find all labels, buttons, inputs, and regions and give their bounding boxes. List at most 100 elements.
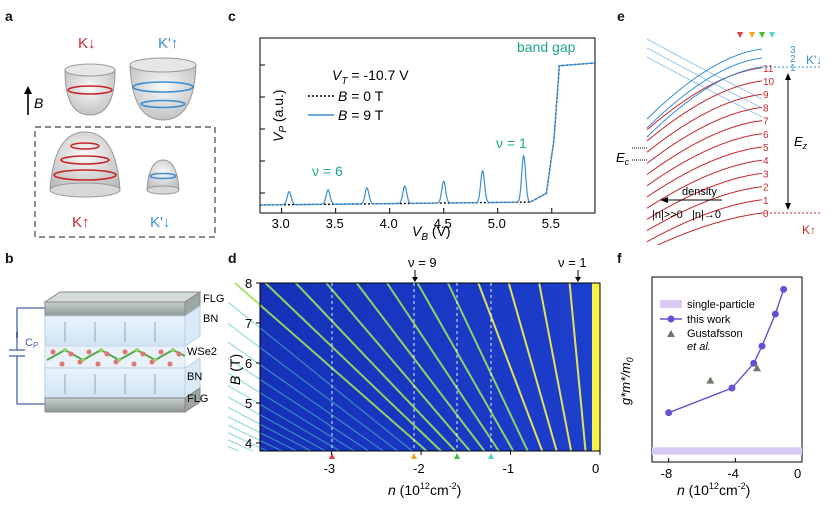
panel-c-plot-area [260,62,595,206]
red-level-label: 1 [763,196,769,207]
gustafsson-point [706,376,715,384]
cap-label: CP [25,337,38,350]
blue-level-line [646,56,763,118]
e-kp-down-label: K'↓ [806,53,822,67]
gustafsson-point [753,364,761,372]
panel-c-axes-frame [259,37,596,214]
c-xtick-label: 4.5 [434,216,452,231]
k-up-dome [49,131,121,198]
red-level-line [646,133,763,187]
e-triangles [737,32,775,38]
fan-line [477,282,544,452]
this-work-point [665,409,673,417]
panel-b-device-schematic: CP FLG BN WSe2 BN FLG [9,291,224,413]
red-level-line [646,159,763,209]
nu6-label: ν = 6 [312,163,343,179]
d-ytick-label: 5 [245,396,252,411]
gap-edge [592,283,600,451]
single-particle-band [652,447,802,455]
fan-line [325,282,471,452]
blue-level-line [646,57,763,129]
svg-text:B = 0 T: B = 0 T [338,88,384,104]
panel-d-xlabel: n (1012cm-2) [388,481,461,498]
fan-line [228,372,355,452]
this-work-point [728,384,736,392]
svg-text:Gustafsson: Gustafsson [687,328,743,340]
red-level-label: 0 [763,209,769,220]
this-work-point [780,285,788,293]
d-ytick-label: 6 [245,356,252,371]
panel-d-chart: ν = 9 ν = 1 4 5 6 7 8 -3 -2 -1 0 B (T) n (1012c… [228,255,601,498]
red-level-label: 6 [763,130,769,141]
red-level-label: 4 [763,156,769,167]
panel-b-label: b [5,250,14,266]
panel-d-xticks: -3 -2 -1 0 [324,451,601,476]
this-work-line [668,289,785,414]
blue-level-label: 2 [790,54,796,65]
fan-line [264,282,442,452]
panel-d-yticks: 4 5 6 7 8 [245,276,260,451]
blue-level-line [646,47,763,109]
kp-down-dome [146,159,180,195]
fan-line [228,396,326,452]
blue-level-label: 3 [790,45,796,56]
c-xtick-label: 3.0 [272,216,290,231]
layer-label-wse2: WSe2 [187,346,217,358]
svg-text:et al.: et al. [687,341,711,353]
fan-line [416,282,515,452]
series-b0-line [260,62,595,206]
lower-valley-box [34,126,216,238]
c-xtick-label: 3.5 [326,216,344,231]
f-xtick-label: 0 [794,466,801,481]
n-zero-label: |n|→0 [692,209,721,221]
d-ytick-label: 8 [245,276,252,291]
red-level-label: 9 [763,90,769,101]
panel-c-label: c [228,8,236,24]
fan-line [355,282,486,452]
red-level-label: 8 [763,103,769,114]
nu1-label: ν = 1 [496,135,527,151]
fan-line [386,282,500,452]
red-level-line [646,106,763,164]
k-up-label: K↑ [72,214,90,231]
this-work-point [750,359,758,367]
landau-fan-lines [228,282,600,452]
svg-text:this work: this work [687,314,731,326]
blue-level-label: 1 [790,63,796,74]
panel-c-chart: 3.0 3.5 4.0 4.5 5.0 5.5 band gap VT = -10.7 V… [259,37,596,242]
blue-level-line [646,66,763,138]
fan-line [228,301,413,452]
svg-text:B = 9 T: B = 9 T [338,107,384,123]
ec-marker: Ec [616,147,647,167]
legend-b0: B = 0 T [308,88,384,104]
red-level-line [646,120,763,176]
panel-f-xticks: -8 -4 0 [661,458,803,481]
panel-f-plot-area [665,285,788,417]
red-level-line [646,80,763,142]
n-large-label: |n|>>0 [652,209,683,221]
svg-text:single-particle: single-particle [687,299,755,311]
panel-e-label: e [617,8,625,24]
layer-label-flg-top: FLG [203,293,224,305]
triangle-markers [329,453,494,459]
panel-f-axes-frame [651,276,803,463]
panel-f-xlabel: n (1012cm-2) [677,481,750,498]
series-b9-line [260,62,595,206]
f-xtick-label: -4 [727,466,739,481]
d-xtick-label: 0 [592,461,599,476]
kp-up-label: K'↑ [158,35,178,52]
svg-text:Ez: Ez [794,134,808,151]
red-level-line [646,93,763,153]
red-level-label: 2 [763,183,769,194]
svg-text:Ec: Ec [616,150,630,167]
panel-f-chart: single-particle this work Gustafsson et … [618,276,803,498]
b-field-arrow: B [24,86,43,115]
blue-level-line [646,38,763,100]
svg-text:B: B [34,95,43,111]
field-arrows [64,322,156,394]
d-xtick-label: -3 [324,461,336,476]
panel-d-ylabel: B (T) [228,354,243,385]
fan-line [295,282,457,452]
